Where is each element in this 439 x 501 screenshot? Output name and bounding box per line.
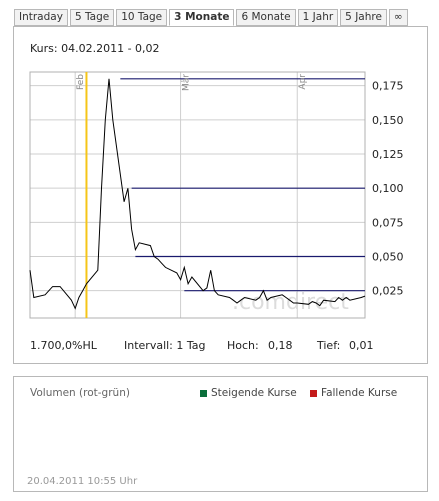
legend-swatch-rising bbox=[200, 389, 207, 397]
tab-6[interactable]: 5 Jahre bbox=[340, 9, 387, 26]
high-label: Hoch: bbox=[227, 339, 259, 352]
tab-1[interactable]: 5 Tage bbox=[69, 9, 115, 26]
tab-4[interactable]: 6 Monate bbox=[236, 9, 296, 26]
volume-title: Volumen (rot-grün) bbox=[30, 387, 130, 399]
price-y-ticks: 0,175 0,150 0,125 0,100 0,075 0,050 0,025 bbox=[372, 80, 404, 298]
legend-rising-label: Steigende Kurse bbox=[211, 387, 297, 399]
tab-2[interactable]: 10 Tage bbox=[116, 9, 168, 26]
timeframe-tabs: Intraday 5 Tage 10 Tage 3 Monate 6 Monate 1 J… bbox=[14, 9, 408, 26]
interval-label: Intervall: 1 Tag bbox=[124, 339, 206, 352]
tab-0[interactable]: Intraday bbox=[14, 9, 68, 26]
tab-7[interactable]: ∞ bbox=[388, 9, 408, 26]
price-grid bbox=[29, 71, 366, 319]
price-line bbox=[29, 78, 366, 310]
price-y-tick-label-4: 0,075 bbox=[372, 216, 404, 229]
price-y-tick-label-2: 0,125 bbox=[372, 148, 404, 161]
legend-swatch-falling bbox=[310, 389, 317, 397]
low-value: 0,01 bbox=[349, 339, 374, 352]
volume-chart-panel bbox=[13, 376, 428, 492]
price-x-ticks: Feb Mär Apr bbox=[76, 74, 308, 91]
price-y-tick-label-3: 0,100 bbox=[372, 182, 404, 195]
month-label-0: Feb bbox=[76, 74, 86, 90]
legend-falling-label: Fallende Kurse bbox=[321, 387, 398, 399]
watermark: .comdirect bbox=[232, 290, 349, 315]
low-label: Tief: bbox=[317, 339, 341, 352]
month-label-1: Mär bbox=[182, 74, 192, 91]
price-series bbox=[29, 78, 366, 310]
price-y-tick-label-6: 0,025 bbox=[372, 285, 404, 298]
legend-rising: Steigende Kurse bbox=[200, 387, 297, 399]
tab-3[interactable]: 3 Monate bbox=[169, 9, 235, 26]
change-percent: 1.700,0%HL bbox=[30, 339, 97, 352]
legend-falling: Fallende Kurse bbox=[310, 387, 397, 399]
price-header: Kurs: 04.02.2011 - 0,02 bbox=[30, 42, 160, 55]
month-label-2: Apr bbox=[298, 74, 308, 90]
timestamp: 20.04.2011 10:55 Uhr bbox=[27, 476, 138, 487]
price-y-tick-label-1: 0,150 bbox=[372, 114, 404, 127]
tab-5[interactable]: 1 Jahr bbox=[297, 9, 339, 26]
high-value: 0,18 bbox=[268, 339, 293, 352]
price-y-tick-label-0: 0,175 bbox=[372, 80, 404, 93]
price-plot-frame bbox=[29, 71, 366, 319]
price-chart-panel bbox=[13, 26, 428, 364]
price-y-tick-label-5: 0,050 bbox=[372, 251, 404, 264]
